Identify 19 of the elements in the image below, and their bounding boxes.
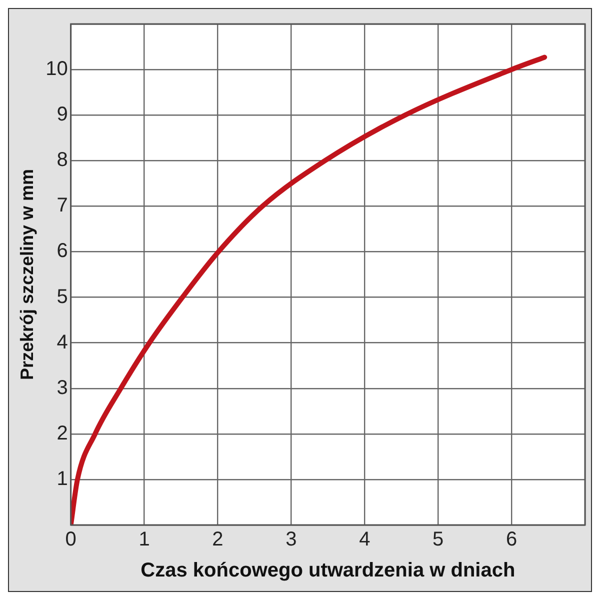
y-tick-label: 5: [56, 286, 68, 308]
x-tick-label: 4: [359, 528, 370, 551]
x-tick-label: 1: [138, 528, 150, 551]
y-tick-label: 1: [56, 468, 68, 490]
x-tick-label: 6: [506, 528, 518, 551]
y-tick-label: 10: [46, 58, 68, 80]
y-axis-title: Przekrój szczeliny w mm: [16, 168, 37, 380]
x-tick-label: 3: [286, 528, 297, 551]
y-tick-label: 8: [56, 149, 68, 172]
x-tick-label: 2: [212, 528, 224, 551]
y-tick-label: 2: [56, 422, 68, 444]
x-tick-label: 5: [432, 528, 444, 551]
y-tick-label: 6: [56, 240, 68, 262]
y-tick-label: 9: [56, 104, 68, 126]
y-tick-label: 3: [56, 376, 68, 399]
x-tick-label: 0: [65, 528, 76, 551]
y-tick-label: 4: [56, 331, 68, 354]
y-tick-label: 7: [56, 194, 68, 217]
x-axis-title: Czas końcowego utwardzenia w dniach: [140, 560, 516, 582]
